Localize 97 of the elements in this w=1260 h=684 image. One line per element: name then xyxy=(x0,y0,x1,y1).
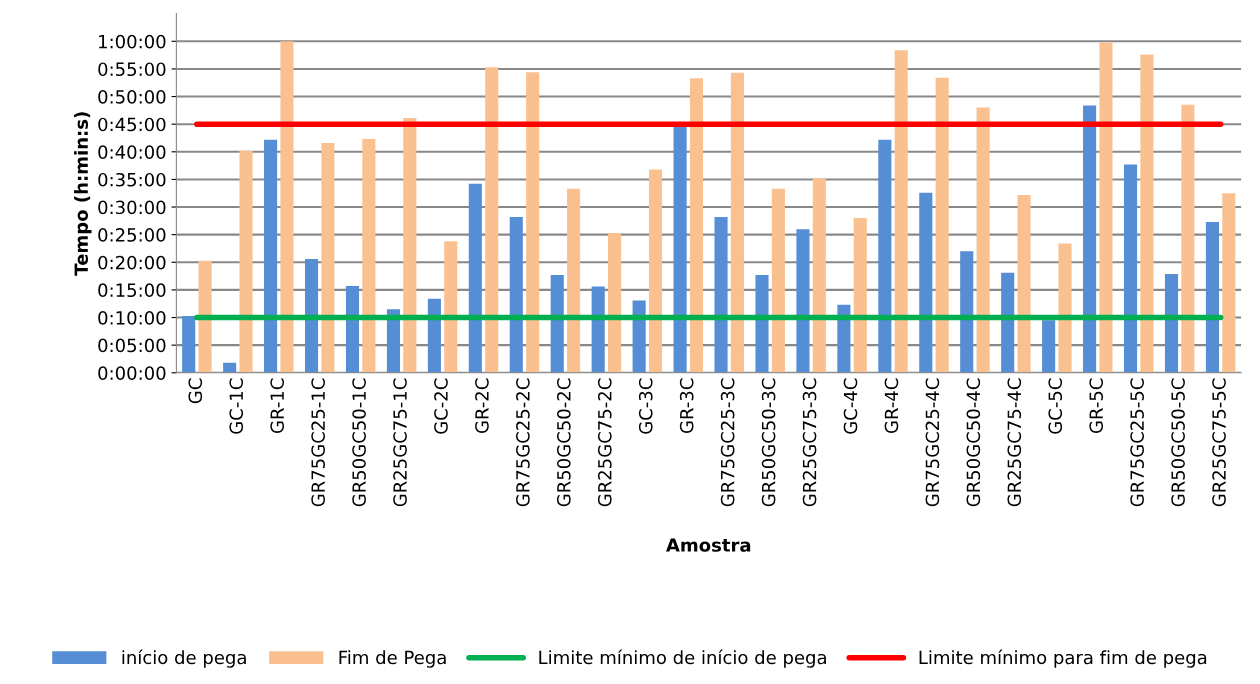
bar xyxy=(304,258,319,373)
y-tick-label: 1:00:00 xyxy=(99,34,166,49)
x-tick-label: GR75GC25-2C xyxy=(516,378,530,507)
x-tick-label: GR-1C xyxy=(270,378,285,434)
x-tick-label: GC-4C xyxy=(843,378,858,434)
bar xyxy=(1058,243,1072,373)
y-axis-title: Tempo (h:min:s) xyxy=(74,112,92,276)
bar xyxy=(182,315,196,373)
bar xyxy=(632,300,646,373)
x-tick-label: GR-2C xyxy=(475,378,489,434)
bar xyxy=(960,251,974,373)
bar xyxy=(935,77,949,373)
bar xyxy=(1001,272,1015,373)
legend-label: Fim de Pega xyxy=(339,650,446,668)
bar xyxy=(403,118,417,373)
x-tick-label: GR25GC75-3C xyxy=(802,378,817,507)
x-tick-label: GR75GC25-5C xyxy=(1130,378,1144,507)
x-tick-label: GR50GC50-3C xyxy=(761,378,776,507)
bar xyxy=(526,72,540,373)
x-tick-label: GR75GC25-1C xyxy=(311,378,325,507)
bar xyxy=(321,142,335,373)
x-tick-label: GC-2C xyxy=(434,378,448,434)
x-tick-label: GR-3C xyxy=(679,378,694,434)
y-tick-label: 0:40:00 xyxy=(98,145,166,159)
x-tick-label: GR50GC50-4C xyxy=(966,378,981,507)
bar xyxy=(1083,105,1097,373)
bar xyxy=(485,67,499,373)
bar xyxy=(853,218,867,373)
bar xyxy=(509,216,523,373)
bar xyxy=(223,362,237,373)
x-tick-label: GR75GC25-3C xyxy=(720,378,735,507)
bar xyxy=(894,50,908,373)
bar xyxy=(550,274,564,373)
y-tick-label: 0:50:00 xyxy=(98,90,166,104)
bar xyxy=(280,41,294,373)
x-tick-label: GR-5C xyxy=(1089,378,1104,434)
bar xyxy=(1181,104,1195,373)
bar xyxy=(1164,273,1179,373)
legend-label: Limite mínimo de início de pega xyxy=(539,649,826,668)
bar xyxy=(1140,54,1154,373)
x-tick-label: GC-1C xyxy=(229,378,244,434)
bar xyxy=(976,107,990,373)
x-tick-label: GR25GC75-4C xyxy=(1007,378,1022,507)
bar xyxy=(198,260,212,373)
x-tick-label: GR25GC75-1C xyxy=(393,378,407,507)
bar xyxy=(444,241,458,373)
bar xyxy=(239,150,253,373)
y-tick-label: 0:00:00 xyxy=(98,366,166,380)
bar xyxy=(689,78,704,373)
x-tick-label: GR-4C xyxy=(884,378,899,434)
x-axis-title: Amostra xyxy=(666,538,751,552)
bar xyxy=(264,139,278,373)
bar xyxy=(1222,193,1236,373)
bar xyxy=(427,298,441,373)
bar xyxy=(812,178,826,373)
legend-label: início de pega xyxy=(122,649,246,668)
bar xyxy=(1042,320,1056,373)
bar xyxy=(837,304,851,373)
x-tick-label: GR50GC50-1C xyxy=(352,378,366,507)
bar xyxy=(468,183,482,373)
y-tick-label: 0:20:00 xyxy=(98,255,166,270)
x-tick-label: GR75GC25-4C xyxy=(925,378,940,507)
x-tick-label: GC xyxy=(188,378,203,404)
bar xyxy=(878,139,892,373)
bar xyxy=(755,274,769,373)
y-tick-label: 0:25:00 xyxy=(98,228,166,242)
y-tick-label: 0:05:00 xyxy=(98,338,166,353)
bar xyxy=(771,188,785,373)
y-tick-label: 0:55:00 xyxy=(98,62,166,77)
y-tick-label: 0:35:00 xyxy=(98,172,166,187)
bar xyxy=(591,286,605,373)
bar xyxy=(362,139,376,373)
bar xyxy=(673,126,687,373)
bar xyxy=(714,216,728,373)
legend-label: Limite mínimo para fim de pega xyxy=(919,649,1207,668)
x-tick-label: GC-3C xyxy=(638,378,653,434)
bar xyxy=(730,72,744,373)
bar xyxy=(386,309,400,373)
bar xyxy=(345,286,360,373)
bar xyxy=(567,188,581,373)
bar xyxy=(1099,42,1113,373)
x-tick-label: GC-5C xyxy=(1048,378,1063,434)
x-tick-label: GR25GC75-2C xyxy=(597,378,612,507)
bar xyxy=(1205,221,1219,373)
x-tick-label: GR25GC75-5C xyxy=(1212,378,1226,507)
y-tick-label: 0:30:00 xyxy=(98,200,166,215)
x-tick-label: GR50GC50-5C xyxy=(1171,378,1185,507)
bar xyxy=(919,192,933,373)
bar xyxy=(608,233,622,373)
bar xyxy=(796,229,810,373)
y-tick-label: 0:15:00 xyxy=(98,283,166,298)
y-tick-label: 0:45:00 xyxy=(98,117,166,132)
bar xyxy=(1017,194,1031,373)
bar xyxy=(648,169,663,373)
y-tick-label: 0:10:00 xyxy=(98,310,166,325)
bar xyxy=(1123,164,1138,373)
x-tick-label: GR50GC50-2C xyxy=(557,378,571,507)
